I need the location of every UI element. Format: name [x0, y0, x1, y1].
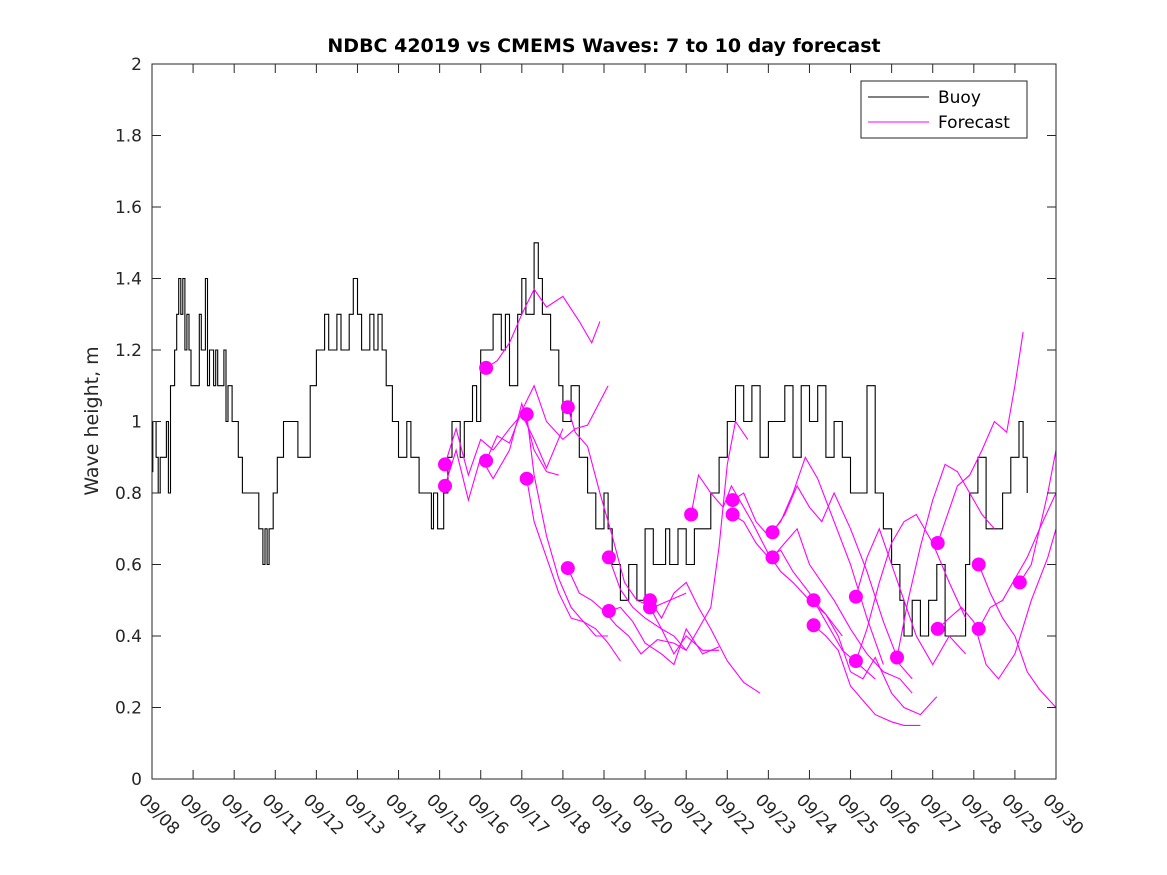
forecast-line [444, 413, 564, 477]
forecast-start-marker [601, 604, 616, 618]
y-tick-label: 1.6 [115, 198, 142, 218]
forecast-line [937, 332, 1024, 544]
forecast-start-marker [438, 478, 452, 493]
forecast-start-marker [806, 618, 821, 633]
forecast-line [855, 527, 967, 666]
forecast-line [732, 455, 884, 665]
forecast-start-marker [765, 525, 780, 540]
forecast-start-marker [971, 621, 986, 636]
y-tick-label: 1.8 [115, 127, 142, 147]
forecast-start-marker [765, 550, 780, 565]
forecast-start-marker [519, 407, 534, 422]
y-tick-label: 0.4 [115, 627, 142, 647]
forecast-start-marker [438, 457, 452, 472]
forecast-series [438, 288, 1057, 726]
buoy-series [152, 242, 1028, 637]
forecast-line [485, 288, 601, 369]
legend: Buoy Forecast [860, 80, 1028, 139]
y-tick-label: 0.8 [115, 484, 142, 504]
legend-label-buoy: Buoy [938, 88, 981, 108]
chart-title: NDBC 42019 vs CMEMS Waves: 7 to 10 day f… [327, 35, 880, 57]
forecast-start-marker [519, 471, 534, 486]
forecast-start-marker [479, 453, 494, 468]
y-axis-label: Wave height, m [81, 346, 103, 495]
forecast-start-marker [560, 400, 575, 415]
y-tick-label: 1.4 [115, 270, 142, 290]
legend-label-forecast: Forecast [938, 113, 1010, 133]
forecast-start-marker [643, 600, 657, 615]
forecast-line [1019, 449, 1057, 583]
forecast-start-marker [890, 650, 904, 665]
forecast-line [772, 484, 913, 680]
y-tick-label: 2 [131, 55, 142, 75]
legend-box [860, 80, 1028, 139]
forecast-start-marker [848, 654, 863, 668]
forecast-line [978, 564, 1057, 708]
buoy-line [152, 242, 1028, 637]
forecast-start-marker [930, 621, 945, 636]
axes [151, 63, 1057, 780]
y-tick-label: 0.2 [115, 699, 142, 719]
forecast-line [444, 401, 559, 503]
forecast-start-marker [1012, 575, 1027, 590]
forecast-line [937, 528, 1057, 680]
forecast-line [813, 624, 921, 726]
forecast-line [526, 478, 609, 637]
forecast-start-marker [971, 557, 986, 572]
forecast-start-marker [930, 536, 945, 550]
forecast-line [772, 527, 913, 694]
y-tick-label: 1 [131, 413, 142, 433]
forecast-start-marker [601, 550, 616, 565]
forecast-line [649, 581, 761, 694]
y-tick-label: 0.6 [115, 556, 142, 576]
forecast-line [485, 384, 609, 462]
forecast-line [649, 420, 749, 652]
forecast-line [567, 567, 687, 655]
forecast-start-marker [848, 589, 863, 604]
forecast-line [608, 606, 720, 666]
forecast-start-marker [725, 493, 740, 508]
forecast-line [732, 514, 876, 680]
forecast-start-marker [725, 507, 740, 522]
y-tick-label: 0 [131, 770, 142, 790]
forecast-line [813, 599, 938, 716]
forecast-start-marker [479, 360, 494, 375]
forecast-start-marker [684, 507, 699, 522]
forecast-line [526, 414, 621, 662]
forecast-start-marker [560, 561, 575, 576]
y-tick-label: 1.2 [115, 341, 142, 361]
forecast-line [855, 513, 967, 662]
plot-area [152, 64, 1056, 779]
forecast-start-marker [806, 593, 821, 608]
forecast-line [567, 407, 687, 608]
y-tick-labels: 0 0.2 0.4 0.6 0.8 1 1.2 1.4 1.6 1.8 2 [115, 55, 142, 790]
forecast-line [896, 463, 995, 658]
